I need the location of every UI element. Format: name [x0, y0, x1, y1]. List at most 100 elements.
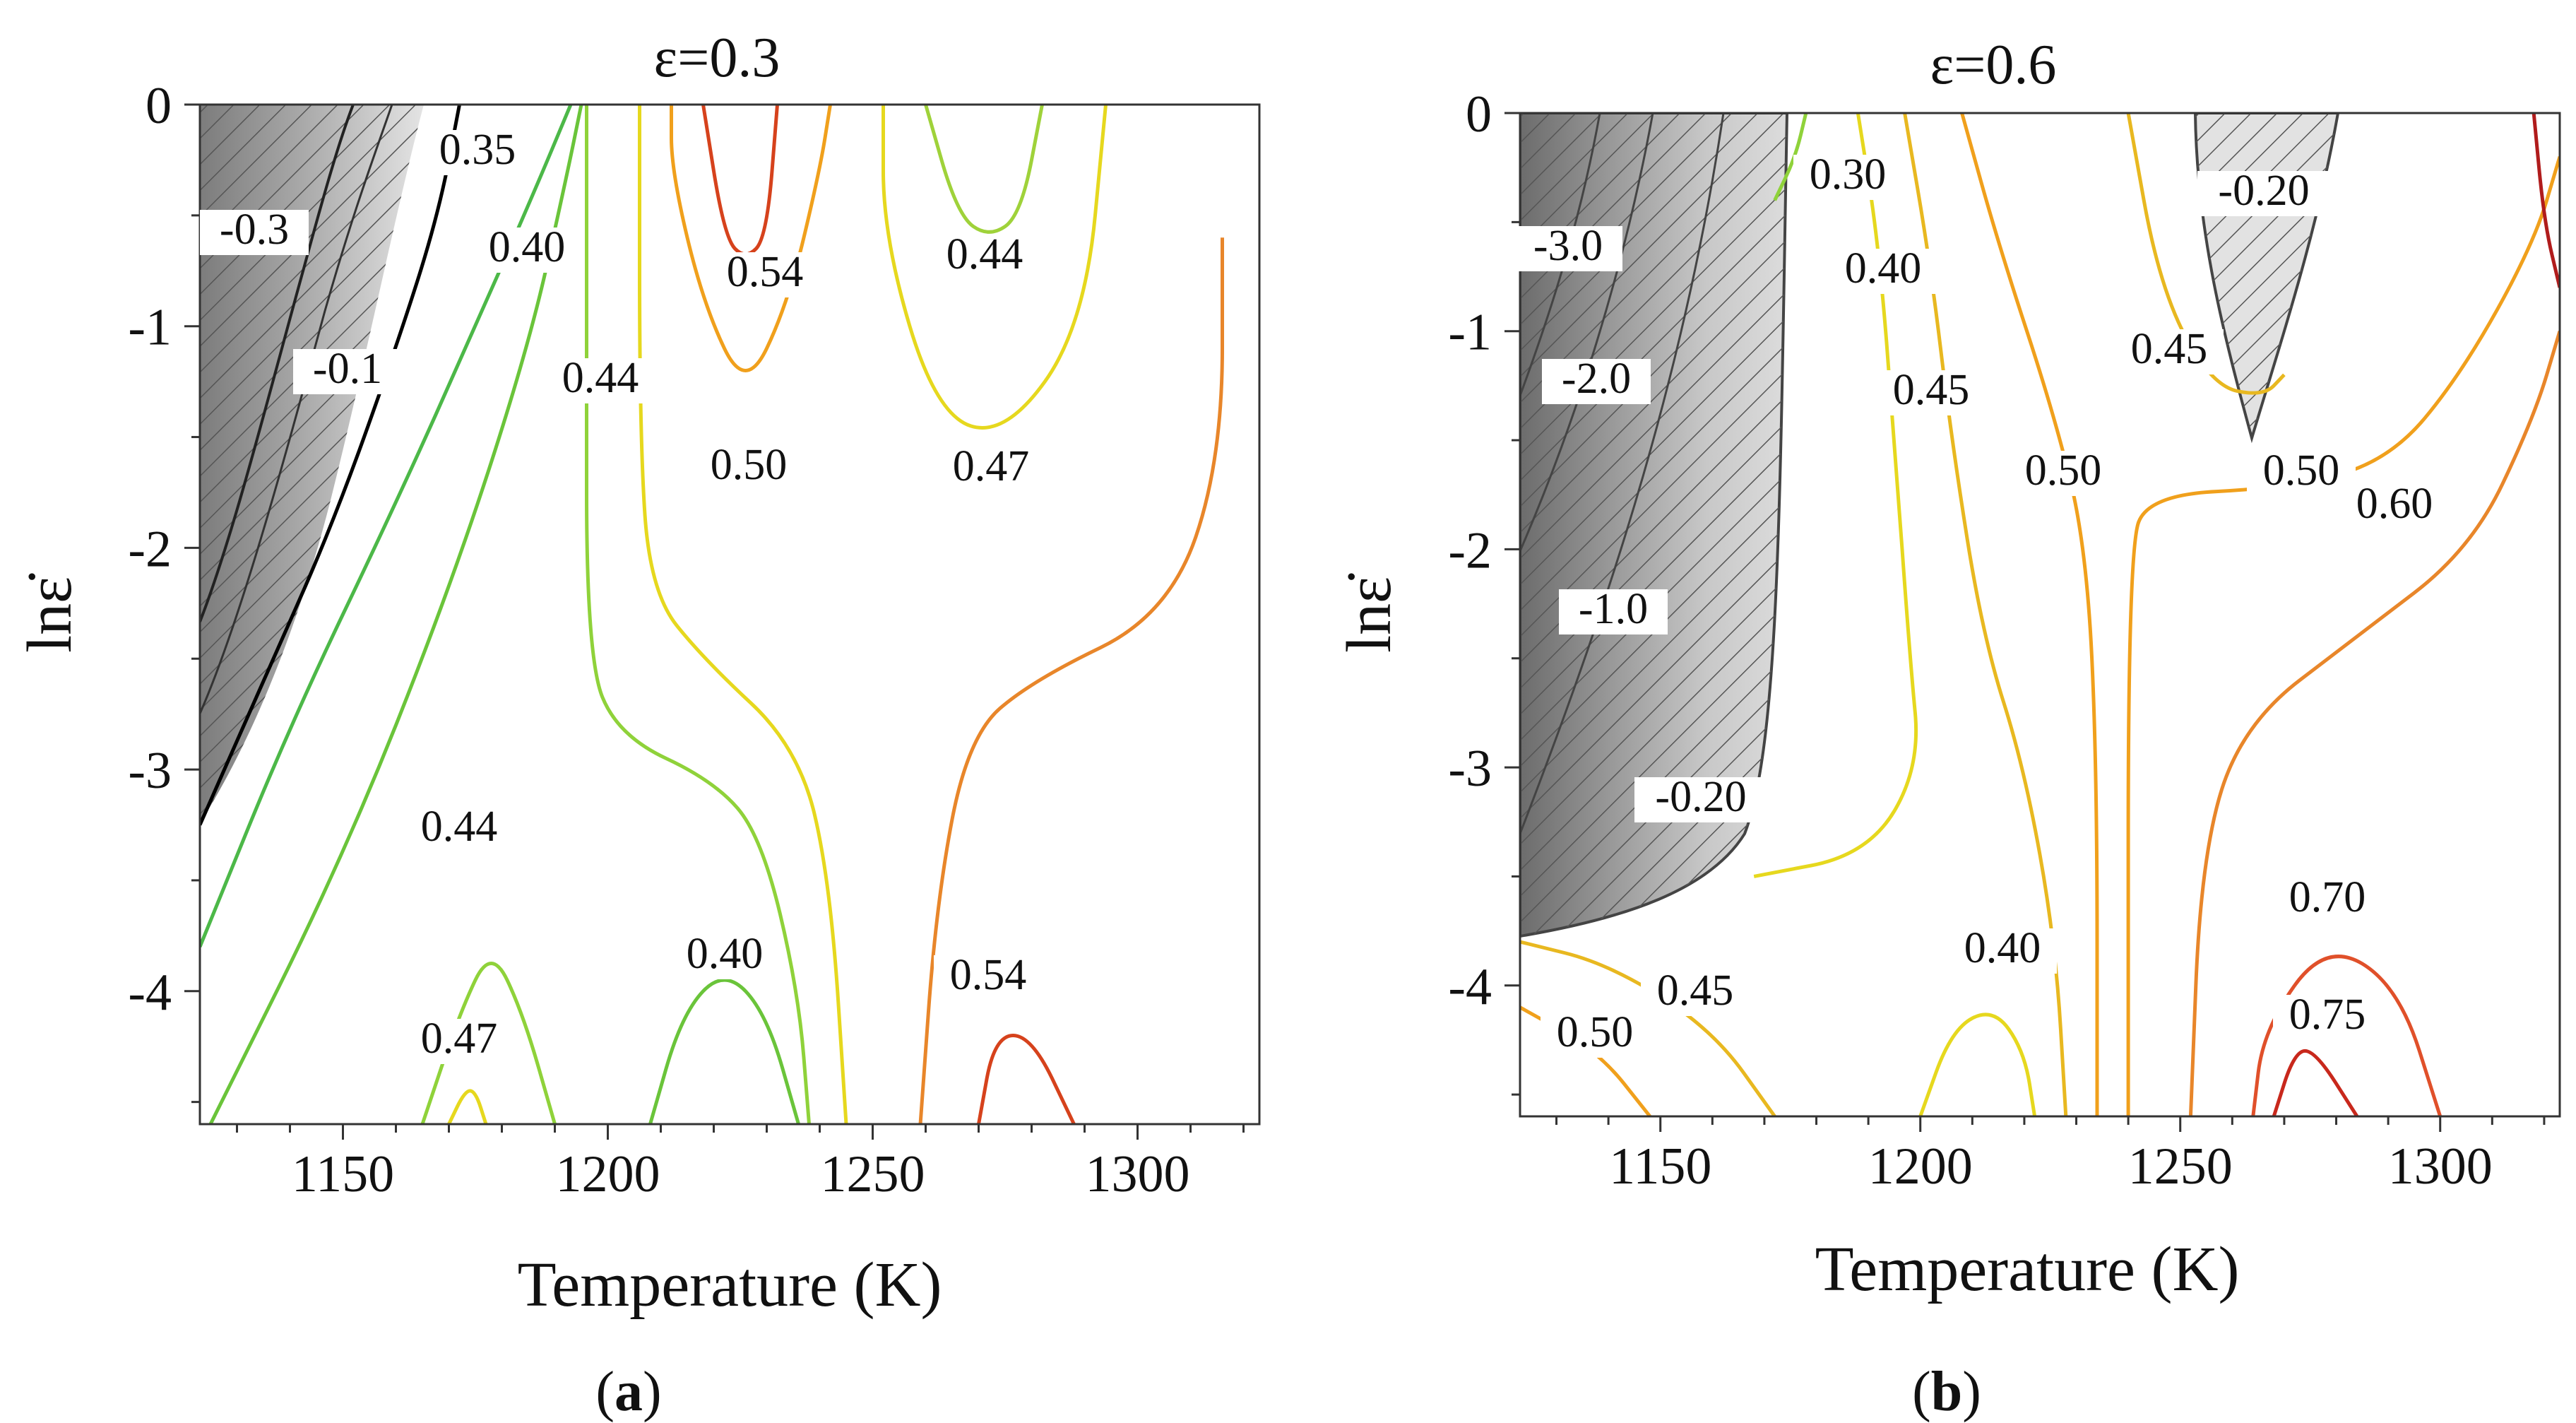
contour-line-a-5 [670, 105, 832, 372]
contour-label-bg-a-8 [711, 252, 819, 297]
contour-label-bg-a-1 [293, 349, 402, 394]
contour-label-b-10: 0.45 [2131, 325, 2208, 373]
contour-labels-b: -3.0 -2.0 -1.0 -0.20 -0.20 0.30 0.40 0.45 0.50 0.… [1514, 150, 2449, 1058]
y-axis-title-b: lnε̇ [1334, 573, 1404, 653]
contour-line-a-12 [648, 978, 800, 1124]
contour-line-a-8 [882, 105, 1108, 430]
contour-label-bg-b-16 [1948, 928, 2057, 974]
contour-label-bg-b-5 [1793, 155, 1902, 200]
instability-label-b-3: -0.20 [1655, 773, 1746, 821]
contour-label-bg-b-13 [2273, 995, 2382, 1040]
contour-label-bg-b-0 [1514, 226, 1622, 271]
contour-label-a-14: 0.40 [687, 930, 764, 978]
contour-line-a-7 [924, 105, 1044, 234]
contour-label-a-4: 0.40 [489, 223, 566, 271]
contour-label-bg-a-3 [423, 130, 532, 175]
caption-b: (b) [1912, 1361, 1981, 1423]
contour-label-bg-b-8 [2009, 451, 2118, 496]
contour-label-bg-a-5 [546, 358, 655, 403]
y-axis-ticks-a: 0 -1 -2 -3 -4 [128, 77, 200, 1104]
y-tick-label-b-1: -1 [1448, 304, 1492, 362]
contour-label-bg-b-1 [1542, 359, 1651, 404]
y-tick-label-a-2: -2 [128, 520, 172, 578]
instability-region-a-hatch [200, 105, 424, 823]
y-tick-label-b-2: -2 [1448, 521, 1492, 579]
y-axis-title-a: lnε̇ [15, 573, 85, 653]
contour-line-b-7 [2251, 955, 2443, 1116]
panel-a-frame [198, 103, 1261, 1126]
contour-label-b-5: 0.30 [1810, 150, 1887, 199]
contour-label-a-5: 0.44 [562, 354, 639, 402]
y-tick-label-a-1: -1 [128, 299, 172, 357]
contour-label-b-11: 0.60 [2356, 480, 2433, 528]
contour-label-a-9: 0.44 [946, 230, 1023, 278]
contour-line-b-3 [1960, 113, 2099, 1116]
contour-label-bg-a-4 [473, 228, 581, 273]
contour-label-b-8: 0.50 [2025, 447, 2102, 495]
y-tick-label-b-3: -3 [1448, 740, 1492, 798]
instability-boundary-b-3 [1520, 113, 1725, 834]
instability-label-a-0: -0.3 [220, 206, 289, 254]
contour-label-b-12: 0.70 [2289, 873, 2366, 921]
y-tick-label-a-4: -4 [128, 964, 172, 1022]
instability-label-b-2: -1.0 [1579, 585, 1648, 633]
panel-b-frame [1519, 112, 2561, 1118]
x-tick-label-b-1200: 1200 [1868, 1138, 1973, 1195]
contour-label-bg-b-14 [1641, 971, 1750, 1016]
contour-labels-a: -0.3 -0.1 0.35 0.40 0.44 0.47 0.50 0.54 0.44 0.47… [200, 126, 1045, 1064]
x-axis-ticks-b: 1150 1200 1250 1300 [1555, 1116, 2546, 1195]
contour-label-bg-b-9 [2247, 451, 2356, 496]
contour-line-b-11 [1918, 1012, 2037, 1116]
contour-line-b-2 [1903, 113, 2068, 1116]
contour-label-bg-b-4 [2197, 171, 2330, 216]
contour-line-a-4 [638, 105, 848, 1124]
contour-label-b-7: 0.45 [1893, 366, 1970, 414]
caption-a: (a) [595, 1361, 661, 1423]
contour-label-a-3: 0.35 [439, 126, 516, 174]
y-tick-label-b-4: -4 [1448, 958, 1492, 1016]
contour-panel-b: ε=0.6 -3.0 -2.0 -1.0 -0.20 -0.20 0.30 0.40 0.45… [1334, 34, 2561, 1423]
contour-panel-a: ε=0.3 -0.3 -0.1 0.35 0.40 0.44 0.47 0.50 0.54 0.… [15, 27, 1261, 1423]
y-tick-label-a-0: 0 [146, 77, 172, 135]
x-tick-label-a-1150: 1150 [292, 1145, 394, 1203]
contour-label-bg-a-13 [405, 1019, 514, 1064]
contour-line-a-6 [701, 105, 779, 256]
panel-a-plot-area [200, 105, 1224, 1124]
panel-a-title: ε=0.3 [654, 27, 780, 89]
x-tick-label-b-1150: 1150 [1609, 1138, 1711, 1195]
contour-label-bg-b-11 [2340, 484, 2449, 529]
x-axis-ticks-a: 1150 1200 1250 1300 [236, 1124, 1245, 1203]
instability-boundary-b-2 [1520, 113, 1654, 552]
contour-label-a-13: 0.47 [421, 1015, 498, 1063]
contour-label-bg-b-10 [2115, 329, 2224, 374]
contour-label-bg-a-15 [934, 955, 1043, 1000]
contour-line-a-13 [977, 1033, 1076, 1124]
y-axis-ticks-b: 0 -1 -2 -3 -4 [1448, 85, 1520, 1096]
x-tick-label-a-1200: 1200 [556, 1145, 660, 1203]
x-tick-label-a-1250: 1250 [821, 1145, 925, 1203]
contour-line-b-4 [2126, 155, 2560, 1116]
instability-label-b-4: -0.20 [2218, 167, 2309, 215]
contour-label-bg-b-7 [1877, 370, 1986, 415]
instability-region-b-left-hatch [1520, 113, 1787, 936]
contour-label-b-6: 0.40 [1845, 244, 1922, 293]
instability-boundary-a-inner1 [200, 105, 355, 622]
contour-label-b-9: 0.50 [2263, 447, 2340, 495]
contour-label-bg-a-12 [405, 807, 514, 852]
x-tick-label-b-1300: 1300 [2388, 1138, 2493, 1195]
contour-label-bg-b-12 [2273, 878, 2382, 923]
x-tick-label-a-1300: 1300 [1086, 1145, 1190, 1203]
contour-label-bg-a-10 [937, 447, 1045, 492]
contour-line-a-3 [584, 105, 811, 1124]
contour-label-bg-b-6 [1829, 249, 1937, 294]
x-axis-title-b: Temperature (K) [1815, 1234, 2240, 1304]
instability-label-a-1: -0.1 [313, 345, 382, 393]
contour-label-bg-a-14 [670, 934, 779, 979]
contour-label-bg-b-2 [1559, 589, 1668, 634]
y-tick-label-b-0: 0 [1466, 85, 1492, 143]
panel-b-title: ε=0.6 [1930, 34, 2057, 96]
x-axis-title-a: Temperature (K) [518, 1250, 942, 1320]
contour-label-b-14: 0.45 [1657, 967, 1734, 1015]
x-tick-label-b-1250: 1250 [2128, 1138, 2233, 1195]
